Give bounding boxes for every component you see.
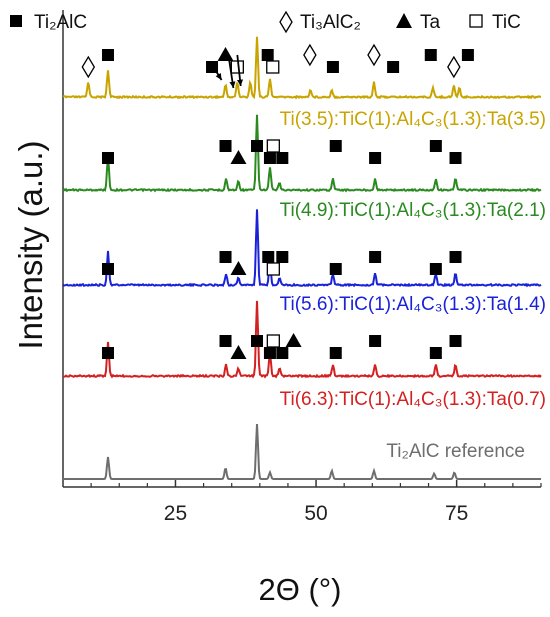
marker-filled-square-s3-2 [219, 251, 232, 263]
series-label-2: Ti(4.9):TiC(1):Al₄C₃(1.3):Ta(2.1) [280, 200, 546, 221]
marker-filled-square-s4-12 [449, 335, 462, 347]
marker-filled-square-s4-7 [276, 347, 289, 359]
marker-filled-square-s1-9 [326, 61, 339, 73]
marker-filled-triangle-s4-8 [285, 333, 302, 347]
marker-filled-square-s2-11 [449, 152, 462, 164]
marker-filled-square-s2-1 [101, 152, 114, 164]
marker-filled-square-s3-7 [329, 263, 342, 275]
legend-symbol-1 [10, 15, 22, 27]
series-line-1 [62, 36, 542, 100]
annotation-arrowhead-1 [215, 73, 222, 80]
marker-open-diamond-s1-13 [447, 55, 461, 79]
marker-filled-square-s4-1 [101, 347, 114, 359]
marker-filled-square-s3-8 [369, 251, 382, 263]
series-line-4 [62, 300, 542, 379]
x-tick-label-25: 25 [164, 502, 187, 525]
marker-filled-square-s4-11 [429, 347, 442, 359]
marker-filled-square-s1-12 [424, 49, 437, 61]
legend-label-1: Ti₂AlC [34, 12, 87, 33]
marker-filled-square-s3-9 [429, 263, 442, 275]
marker-open-diamond-s1-1 [81, 55, 96, 79]
marker-open-square-s4-6 [266, 334, 280, 348]
marker-filled-square-s1-2 [101, 49, 114, 61]
marker-open-square-s3-5 [266, 262, 280, 276]
marker-filled-square-s4-5 [263, 347, 276, 359]
ticks-layer: 25 50 75 [90, 480, 542, 525]
annotation-arrowhead-3 [236, 79, 244, 86]
series-label-4: Ti(6.3):TiC(1):Al₄C₃(1.3):Ta(0.7) [280, 389, 546, 410]
legend-symbol-3 [396, 13, 412, 28]
series-label-1: Ti(3.5):TiC(1):Al₄C₃(1.3):Ta(3.5) [280, 109, 546, 130]
marker-filled-triangle-s1-4 [217, 47, 234, 61]
marker-filled-square-s2-2 [219, 140, 232, 152]
marker-filled-square-s3-1 [101, 263, 114, 275]
marker-filled-square-s4-10 [369, 335, 382, 347]
x-tick-label-50: 50 [304, 502, 327, 525]
marker-open-square-s2-6 [266, 139, 280, 153]
legend: Ti₂AlC Ti₃AlC₂ Ta TiC [10, 10, 521, 34]
marker-filled-triangle-s4-3 [230, 345, 247, 359]
marker-filled-square-s2-8 [329, 140, 342, 152]
marker-open-diamond-s1-10 [367, 43, 381, 67]
marker-filled-square-s2-5 [263, 152, 276, 164]
marker-filled-triangle-s2-3 [230, 150, 247, 164]
marker-filled-square-s1-6 [261, 49, 274, 61]
y-axis-title: Intensity (a.u.) [12, 140, 49, 349]
legend-symbol-2 [279, 10, 293, 34]
labels-layer: Ti(3.5):TiC(1):Al₄C₃(1.3):Ta(3.5) Ti(4.9)… [280, 109, 546, 462]
legend-symbol-4 [469, 14, 483, 28]
marker-open-square-s1-7 [266, 60, 280, 74]
series-label-3: Ti(5.6):TiC(1):Al₄C₃(1.3):Ta(1.4) [280, 294, 546, 315]
marker-filled-triangle-s3-3 [230, 261, 247, 275]
marker-filled-square-s1-14 [461, 49, 474, 61]
marker-filled-square-s2-7 [276, 152, 289, 164]
legend-label-2: Ti₃AlC₂ [300, 12, 361, 33]
x-tick-label-75: 75 [445, 502, 468, 525]
marker-filled-square-s4-9 [329, 347, 342, 359]
series-line-2 [62, 114, 542, 193]
annotation-arrowhead-2 [229, 81, 236, 88]
legend-label-4: TiC [492, 12, 521, 33]
plot-frame [62, 10, 541, 488]
series-line-3 [62, 209, 542, 288]
marker-filled-square-s2-4 [251, 140, 264, 152]
series-layer [62, 36, 542, 480]
legend-label-3: Ta [420, 12, 441, 33]
x-axis-title: 2Θ (°) [258, 572, 341, 607]
marker-filled-square-s3-4 [262, 251, 275, 263]
marker-filled-square-s4-2 [219, 335, 232, 347]
marker-filled-square-s2-10 [429, 140, 442, 152]
marker-open-diamond-s1-8 [303, 43, 317, 67]
marker-filled-square-s3-6 [276, 251, 289, 263]
markers-layer [81, 43, 474, 359]
series-line-5 [63, 423, 541, 480]
marker-filled-square-s1-11 [387, 61, 400, 73]
marker-filled-square-s3-10 [449, 251, 462, 263]
series-label-5: Ti₂AlC reference [386, 441, 525, 462]
marker-filled-square-s4-4 [251, 335, 264, 347]
marker-filled-square-s2-9 [369, 152, 382, 164]
